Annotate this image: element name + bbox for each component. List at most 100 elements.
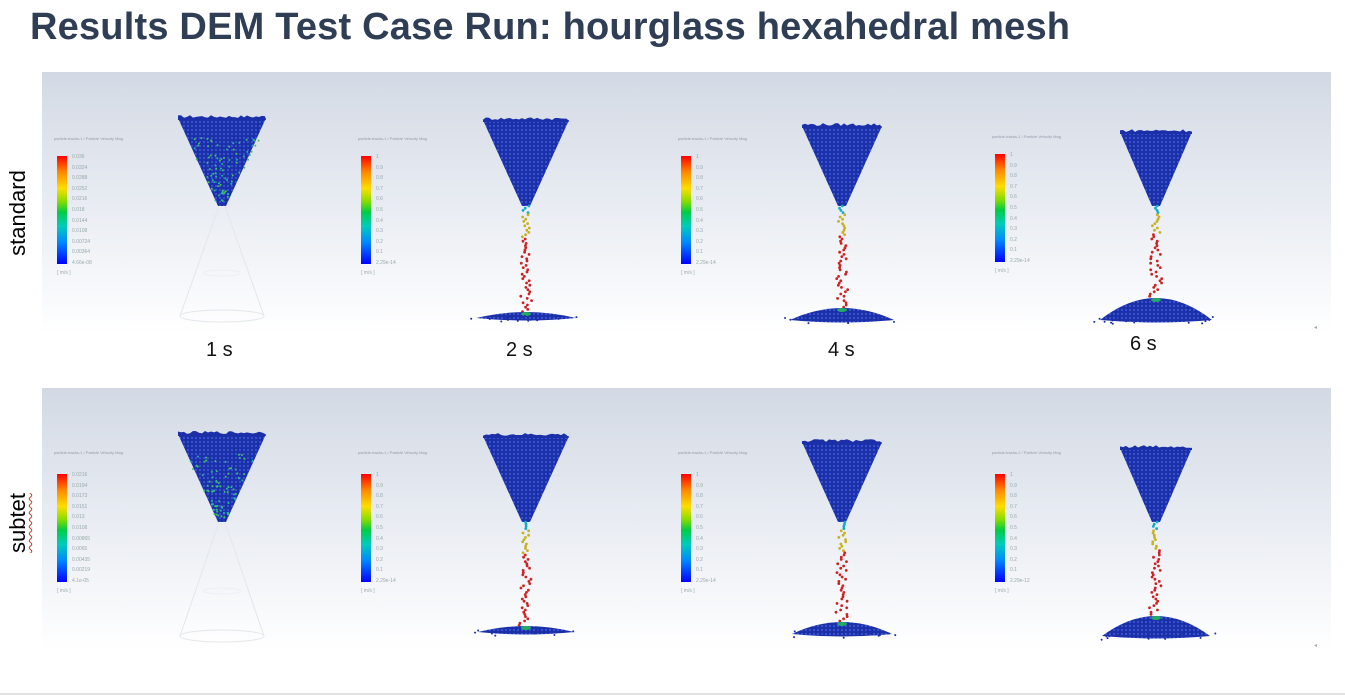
legend-tick-label: 0.8 [1010,493,1017,500]
simulation-strip-subtet: particle-tracks-1 / Particle Velocity Ma… [42,388,1331,650]
legend-tick-label: 0.3 [1010,546,1017,553]
legend-tick-label: 0.6 [376,514,383,521]
legend-colorbar [361,156,371,264]
legend-unit: [ m/s ] [681,270,695,276]
legend-tick-label: 0.7 [376,503,383,510]
legend-tick-label: 0.3 [376,546,383,553]
legend-tick-label: 0.7 [696,503,703,510]
slide-bottom-rule [0,693,1345,695]
panel-standard-4s: particle-tracks-1 / Particle Velocity Ma… [672,72,992,334]
legend-tick-label: 0.1 [696,249,703,256]
legend-tick-label: 1 [376,472,379,478]
legend-tick-label: 1 [1010,152,1013,158]
legend-tick-label: 0.6 [1010,514,1017,521]
legend-tick-label: 0.0108 [72,525,88,531]
simulation-strip-standard: particle-tracks-1 / Particle Velocity Ma… [42,72,1331,334]
legend-tick-label: 0.5 [696,207,703,213]
legend-tick-label: 0.0108 [72,228,88,235]
legend-colorbar [57,156,67,264]
hourglass-render [178,431,266,643]
row-label-subtet: subtet [5,493,30,553]
legend-tick-label: 0.0216 [72,196,88,203]
slide-title: Results DEM Test Case Run: hourglass hex… [30,6,1071,48]
legend-tick-label: 1 [696,154,699,160]
legend-tick-label: 0.4 [1010,215,1017,222]
panel-subtet-2s: particle-tracks-1 / Particle Velocity Ma… [352,388,672,650]
row-label-standard: standard [5,170,30,256]
legend-tick-label: 0.00364 [72,249,91,256]
legend-tick-label: 0.1 [1010,567,1017,574]
hourglass-render [470,117,578,323]
legend-tick-label: 0.1 [376,567,383,574]
legend-tick-label: 0.7 [376,185,383,192]
legend-tick-label: 0.036 [72,154,85,160]
legend-tick-label: 2.29e-12 [1010,578,1030,584]
legend-unit: [ m/s ] [995,268,1009,274]
legend-tick-label: 0.2 [1010,556,1017,563]
legend-tick-label: 0.0144 [72,217,88,224]
legend-tick-label: 1 [376,154,379,160]
legend-title: particle-tracks-1 / Particle Velocity Ma… [54,450,123,455]
legend-tick-label: 0.4 [696,535,703,542]
legend-tick-label: 0.4 [696,217,703,224]
hourglass-render [178,115,266,323]
legend-colorbar [995,474,1005,582]
panel-standard-2s: particle-tracks-1 / Particle Velocity Ma… [352,72,672,334]
legend-tick-label: 0.2 [696,238,703,245]
legend-title: particle-tracks-1 / Particle Velocity Ma… [358,136,427,141]
legend-tick-label: 0.6 [376,196,383,203]
legend-tick-label: 0.7 [1010,183,1017,190]
legend-tick-label: 0.9 [696,164,703,171]
legend-tick-label: 0.9 [376,164,383,171]
legend-tick-label: 0.3 [1010,226,1017,233]
legend-tick-label: 0.3 [696,546,703,553]
legend-tick-label: 0.3 [696,228,703,235]
legend-tick-label: 0.0151 [72,503,88,510]
legend-unit: [ m/s ] [681,588,695,594]
hourglass-render [784,123,895,325]
legend-tick-label: 0.4 [376,217,383,224]
legend-tick-label: 0.0194 [72,482,88,489]
legend-tick-label: 0.9 [1010,162,1017,169]
legend-tick-label: 0.00219 [72,567,91,574]
legend-unit: [ m/s ] [57,588,71,594]
legend-title: particle-tracks-1 / Particle Velocity Ma… [678,136,747,141]
legend-unit: [ m/s ] [995,588,1009,594]
legend-tick-label: 0.8 [1010,173,1017,180]
legend-tick-label: 0.0324 [72,164,88,171]
panel-subtet-6s: particle-tracks-1 / Particle Velocity Ma… [992,388,1331,650]
time-label-2s: 2 s [506,339,533,361]
legend-tick-label: 0.4 [1010,535,1017,542]
legend-title: particle-tracks-1 / Particle Velocity Ma… [992,134,1061,139]
legend-tick-label: 0.9 [1010,482,1017,489]
legend-tick-label: 0.4 [376,535,383,542]
legend-tick-label: 4.66e-08 [72,260,92,266]
legend-tick-label: 0.8 [696,493,703,500]
legend-colorbar [995,154,1005,262]
legend-tick-label: 0.9 [696,482,703,489]
time-label-6s: 6 s [1130,333,1157,355]
legend-unit: [ m/s ] [361,588,375,594]
panel-subtet-4s: particle-tracks-1 / Particle Velocity Ma… [672,388,992,650]
hourglass-render [1093,129,1214,325]
legend-tick-label: 0.9 [376,482,383,489]
legend-tick-label: 0.5 [376,525,383,531]
legend-tick-label: 2.29e-14 [376,578,396,584]
legend-tick-label: 0.2 [696,556,703,563]
legend-tick-label: 0.0173 [72,493,88,500]
legend-tick-label: 0.0216 [72,472,88,478]
panel-standard-6s: particle-tracks-1 / Particle Velocity Ma… [992,72,1331,334]
legend-tick-label: 0.7 [696,185,703,192]
legend-title: particle-tracks-1 / Particle Velocity Ma… [992,450,1061,455]
panel-subtet-1s: particle-tracks-1 / Particle Velocity Ma… [42,388,352,650]
legend-tick-label: 0.1 [696,567,703,574]
legend-tick-label: 0.00724 [72,238,91,245]
legend-tick-label: 0.00865 [72,535,91,542]
legend-tick-label: 0.018 [72,207,85,213]
legend-colorbar [57,474,67,582]
legend-tick-label: 0.013 [72,514,85,521]
time-label-4s: 4 s [828,339,855,361]
legend-tick-label: 0.8 [376,493,383,500]
legend-tick-label: 2.29e-14 [376,260,396,266]
legend-tick-label: 0.6 [696,514,703,521]
